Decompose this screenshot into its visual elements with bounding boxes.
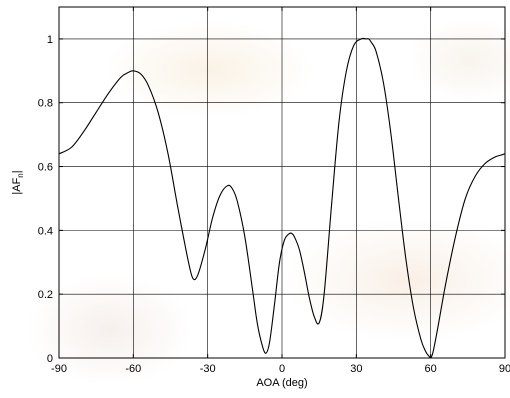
x-tick-label: 30 [350,363,362,375]
y-tick-label: 0.6 [38,162,53,174]
grid-lines [59,7,505,358]
series-line-af [58,37,506,359]
x-tick-label: -90 [51,363,67,375]
x-tick-label: 60 [425,363,437,375]
x-tick-label: 90 [499,363,510,375]
axis-ticks: -90 -60 -30 0 30 60 90 0 0.2 0.4 0.6 0.8 1 [38,7,510,375]
x-axis-label: AOA (deg) [256,377,307,389]
y-tick-label: 0.2 [38,289,53,301]
x-tick-label: 0 [279,363,285,375]
y-tick-label: 0.8 [38,98,53,110]
x-tick-label: -30 [200,363,216,375]
y-tick-label: 1 [47,34,53,46]
x-tick-label: -60 [125,363,141,375]
y-tick-label: 0 [47,353,53,365]
y-axis-label: |AFn| [11,170,25,194]
y-tick-label: 0.4 [38,225,53,237]
